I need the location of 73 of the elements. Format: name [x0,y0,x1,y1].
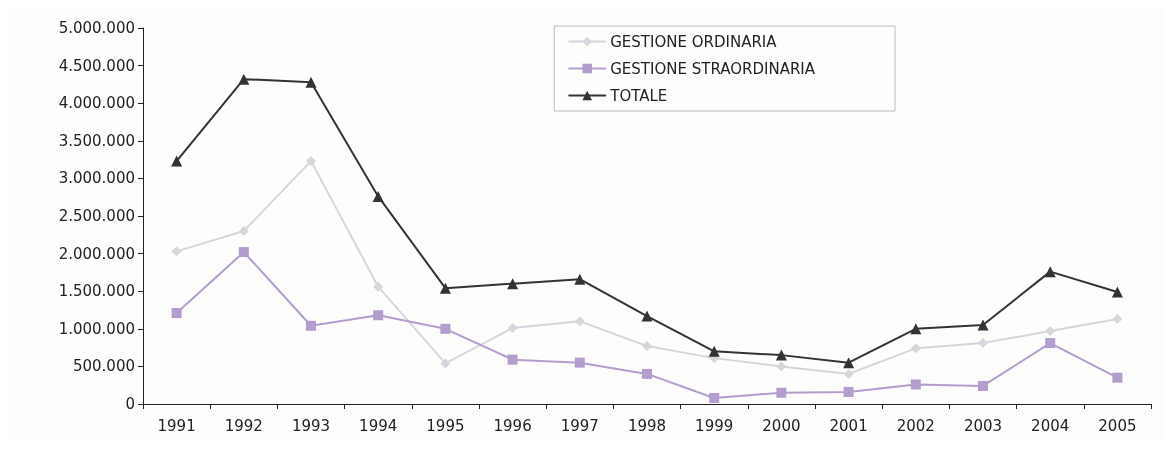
point [843,386,854,397]
y-tick-label: 3.000.000 [58,169,135,188]
y-tick-label: 1.000.000 [58,319,135,338]
y-tick-label: 500.000 [72,357,135,376]
point [1112,314,1123,325]
point [978,338,988,349]
x-tick-label: 2004 [1031,416,1070,435]
point [1044,266,1056,278]
x-tick-label: 2002 [896,416,935,435]
y-tick-label: 0 [125,395,135,413]
point [1045,338,1056,349]
point [440,358,451,369]
point [776,387,787,398]
point [977,319,989,331]
point [642,341,652,352]
x-tick-label: 1994 [359,416,398,435]
y-tick-label: 4.000.000 [58,94,135,113]
point [507,278,519,290]
point [1045,326,1056,337]
point [641,310,653,322]
point [373,281,384,292]
y-tick-label: 1.500.000 [58,282,135,301]
point [306,156,316,167]
legend-label: TOTALE [609,86,668,105]
point [171,246,182,257]
point [440,323,451,334]
y-tick-label: 5.000.000 [58,19,135,37]
point [708,345,720,357]
x-tick-label: 2003 [963,416,1003,435]
legend-label: GESTIONE ORDINARIA [610,32,778,51]
point [910,323,922,335]
y-tick-label: 4.500.000 [58,56,135,75]
point [709,392,720,403]
point [238,226,249,237]
y-tick-label: 3.500.000 [58,131,135,150]
point [306,320,316,331]
x-tick-label: 2001 [829,416,868,435]
x-tick-label: 1995 [426,416,465,435]
point [305,76,317,88]
x-tick-label: 1991 [157,416,196,435]
point [642,368,652,379]
point [776,361,787,372]
point [843,368,854,379]
legend-label: GESTIONE STRAORDINARIA [610,59,816,78]
point [171,155,183,167]
point [238,73,250,85]
point [574,357,585,368]
x-tick-label: 2005 [1098,416,1137,435]
x-tick-label: 1997 [560,416,599,435]
point [439,282,451,294]
y-tick-label: 2.000.000 [58,244,135,263]
point [574,316,585,327]
point [507,354,518,365]
x-tick-label: 1993 [291,416,331,435]
x-tick-label: 2000 [762,416,801,435]
x-tick-label: 1998 [627,416,667,435]
x-tick-label: 1996 [493,416,532,435]
point [978,380,988,391]
y-tick-label: 2.500.000 [58,207,135,225]
point [910,343,921,354]
point [574,273,586,285]
x-tick-label: 1992 [224,416,263,435]
point [1111,286,1123,298]
x-tick-label: 1999 [695,416,734,435]
point [507,323,518,334]
point [775,349,787,361]
point [1112,372,1123,383]
point [843,357,855,369]
point [373,310,384,321]
point [171,308,182,319]
point [910,379,921,390]
point [238,247,249,258]
point [372,190,384,202]
